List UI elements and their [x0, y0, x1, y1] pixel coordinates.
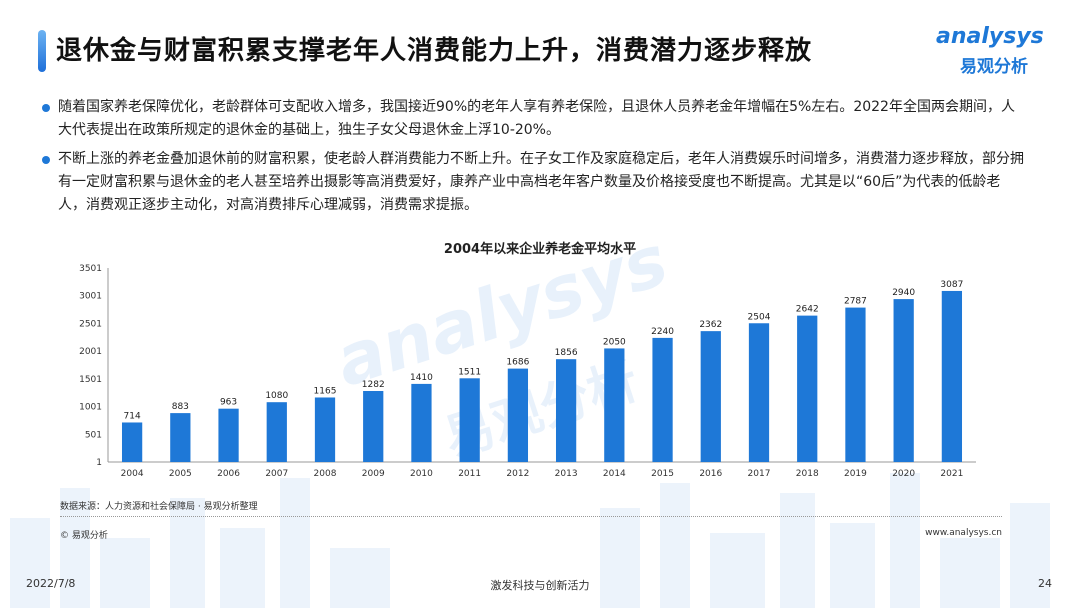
data-label: 2504 — [748, 312, 771, 322]
copyright: © 易观分析 — [60, 531, 108, 541]
bar — [411, 383, 432, 462]
x-tick-label: 2018 — [796, 469, 819, 479]
bullet-dot-icon — [42, 156, 50, 164]
x-tick-label: 2020 — [892, 469, 915, 479]
bar — [266, 402, 287, 462]
bullet-dot-icon — [42, 104, 50, 112]
bar — [363, 390, 384, 462]
bar — [218, 408, 239, 462]
y-tick-label: 501 — [85, 430, 102, 440]
divider-line — [60, 516, 1002, 517]
y-tick-label: 2001 — [79, 347, 102, 357]
x-tick-label: 2021 — [940, 469, 963, 479]
data-label: 714 — [124, 411, 141, 421]
bar — [459, 378, 480, 462]
logo-text-cn: 易观分析 — [960, 57, 1028, 77]
data-label: 2642 — [796, 305, 819, 315]
data-label: 1856 — [555, 348, 578, 358]
x-tick-label: 2016 — [699, 469, 722, 479]
bar — [314, 397, 336, 462]
analysys-logo: analysys 易观分析 — [936, 24, 1054, 77]
data-label: 2787 — [844, 297, 867, 307]
x-tick-label: 2012 — [506, 469, 529, 479]
data-label: 2940 — [892, 288, 915, 298]
data-label: 1165 — [314, 386, 337, 396]
bar — [748, 323, 770, 462]
x-tick-label: 2006 — [217, 469, 240, 479]
bar — [507, 368, 529, 462]
data-label: 1080 — [265, 391, 288, 401]
x-tick-label: 2009 — [362, 469, 385, 479]
y-tick-label: 1501 — [79, 375, 102, 385]
y-tick-label: 1 — [96, 458, 102, 468]
bullet-item: 不断上涨的养老金叠加退休前的财富积累，使老龄人群消费能力不断上升。在子女工作及家… — [42, 148, 1028, 217]
x-tick-label: 2013 — [555, 469, 578, 479]
bar — [652, 337, 673, 462]
website-link[interactable]: www.analysys.cn — [925, 528, 1002, 538]
bar — [121, 422, 143, 462]
x-tick-label: 2015 — [651, 469, 674, 479]
bullet-text: 随着国家养老保障优化，老龄群体可支配收入增多，我国接近90%的老年人享有养老保险… — [58, 99, 1015, 138]
data-label: 2362 — [699, 320, 722, 330]
x-tick-label: 2010 — [410, 469, 433, 479]
y-tick-label: 2501 — [79, 319, 102, 329]
data-label: 2240 — [651, 327, 674, 337]
bar — [604, 348, 625, 462]
data-source: 数据来源：人力资源和社会保障局 · 易观分析整理 — [60, 502, 258, 512]
y-tick-label: 3501 — [79, 264, 102, 274]
pension-bar-chart: 1501100115012001250130013501714200488320… — [79, 264, 976, 479]
x-tick-label: 2005 — [169, 469, 192, 479]
bullet-list: 随着国家养老保障优化，老龄群体可支配收入增多，我国接近90%的老年人享有养老保险… — [42, 96, 1028, 223]
x-tick-label: 2007 — [265, 469, 288, 479]
x-tick-label: 2008 — [314, 469, 337, 479]
x-tick-label: 2017 — [748, 469, 771, 479]
bullet-item: 随着国家养老保障优化，老龄群体可支配收入增多，我国接近90%的老年人享有养老保险… — [42, 96, 1028, 142]
x-tick-label: 2004 — [121, 469, 144, 479]
x-tick-label: 2011 — [458, 469, 481, 479]
bar — [845, 307, 866, 462]
data-label: 883 — [172, 402, 189, 412]
bar — [797, 315, 818, 462]
x-tick-label: 2019 — [844, 469, 867, 479]
y-tick-label: 1001 — [79, 403, 102, 413]
page-number: 24 — [1038, 577, 1052, 590]
bar — [893, 299, 914, 462]
bar — [170, 413, 191, 462]
data-label: 1686 — [506, 358, 529, 368]
data-label: 963 — [220, 398, 237, 408]
title-accent-bar — [38, 30, 46, 72]
x-tick-label: 2014 — [603, 469, 626, 479]
footer-date: 2022/7/8 — [26, 577, 76, 590]
data-label: 1511 — [458, 367, 481, 377]
logo-text-en: analysys — [936, 24, 1044, 49]
page-title: 退休金与财富积累支撑老年人消费能力上升，消费潜力逐步释放 — [56, 36, 813, 66]
chart-title: 2004年以来企业养老金平均水平 — [443, 242, 637, 257]
data-label: 2050 — [603, 337, 626, 347]
data-label: 1282 — [362, 380, 385, 390]
data-label: 1410 — [410, 373, 433, 383]
bullet-text: 不断上涨的养老金叠加退休前的财富积累，使老龄人群消费能力不断上升。在子女工作及家… — [58, 151, 1024, 213]
y-tick-label: 3001 — [79, 292, 102, 302]
bar — [700, 331, 721, 462]
footer-slogan: 激发科技与创新活力 — [490, 579, 590, 592]
bar — [555, 359, 577, 462]
bar — [941, 290, 963, 462]
data-label: 3087 — [940, 280, 963, 290]
